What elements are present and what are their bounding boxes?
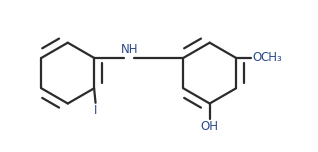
Text: NH: NH xyxy=(121,43,138,56)
Text: O: O xyxy=(252,51,261,64)
Text: CH₃: CH₃ xyxy=(260,51,282,64)
Text: OH: OH xyxy=(201,120,219,133)
Text: I: I xyxy=(94,104,97,117)
